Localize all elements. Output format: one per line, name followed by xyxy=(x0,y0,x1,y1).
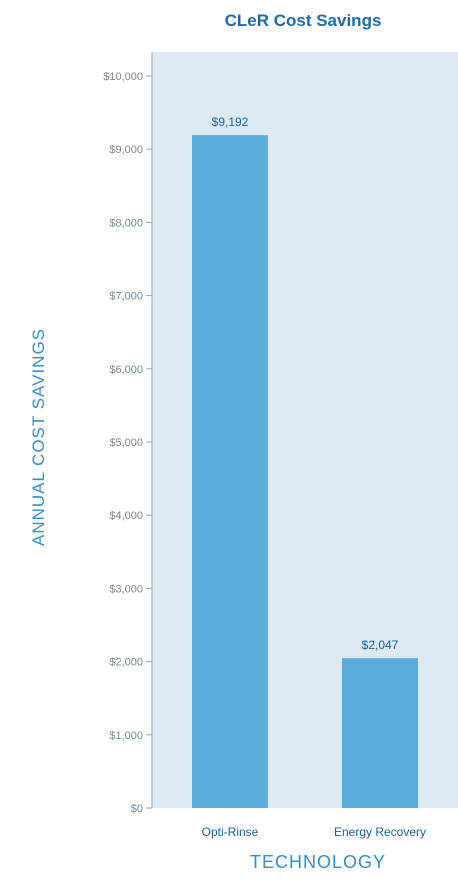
y-tick-label: $7,000 xyxy=(109,291,143,303)
bars: $9,192 $2,047 xyxy=(192,115,418,808)
y-tick-label: $3,000 xyxy=(109,583,143,595)
y-tick-label: $1,000 xyxy=(109,730,143,742)
bar xyxy=(192,135,268,808)
bar-value-label: $9,192 xyxy=(212,115,249,129)
y-tick-label: $4,000 xyxy=(109,510,143,522)
bar xyxy=(342,658,418,808)
y-tick-label: $10,000 xyxy=(103,71,143,83)
y-tick-label: $9,000 xyxy=(109,144,143,156)
y-tick-label: $6,000 xyxy=(109,364,143,376)
chart-title: CLeR Cost Savings xyxy=(225,11,382,30)
bar-value-label: $2,047 xyxy=(362,638,399,652)
y-tick-label: $0 xyxy=(131,803,143,815)
category-labels: Opti-Rinse Energy Recovery xyxy=(202,825,426,839)
y-tick-label: $5,000 xyxy=(109,437,143,449)
y-axis-ticks: $0 $1,000 $2,000 $3,000 $4,000 $5,000 $6,000 $7… xyxy=(103,71,152,815)
y-tick-label: $2,000 xyxy=(109,657,143,669)
category-label: Opti-Rinse xyxy=(202,825,259,839)
x-axis-title: TECHNOLOGY xyxy=(250,852,386,872)
category-label: Energy Recovery xyxy=(334,825,426,839)
y-tick-label: $8,000 xyxy=(109,217,143,229)
y-axis-title: ANNUAL COST SAVINGS xyxy=(29,328,48,546)
